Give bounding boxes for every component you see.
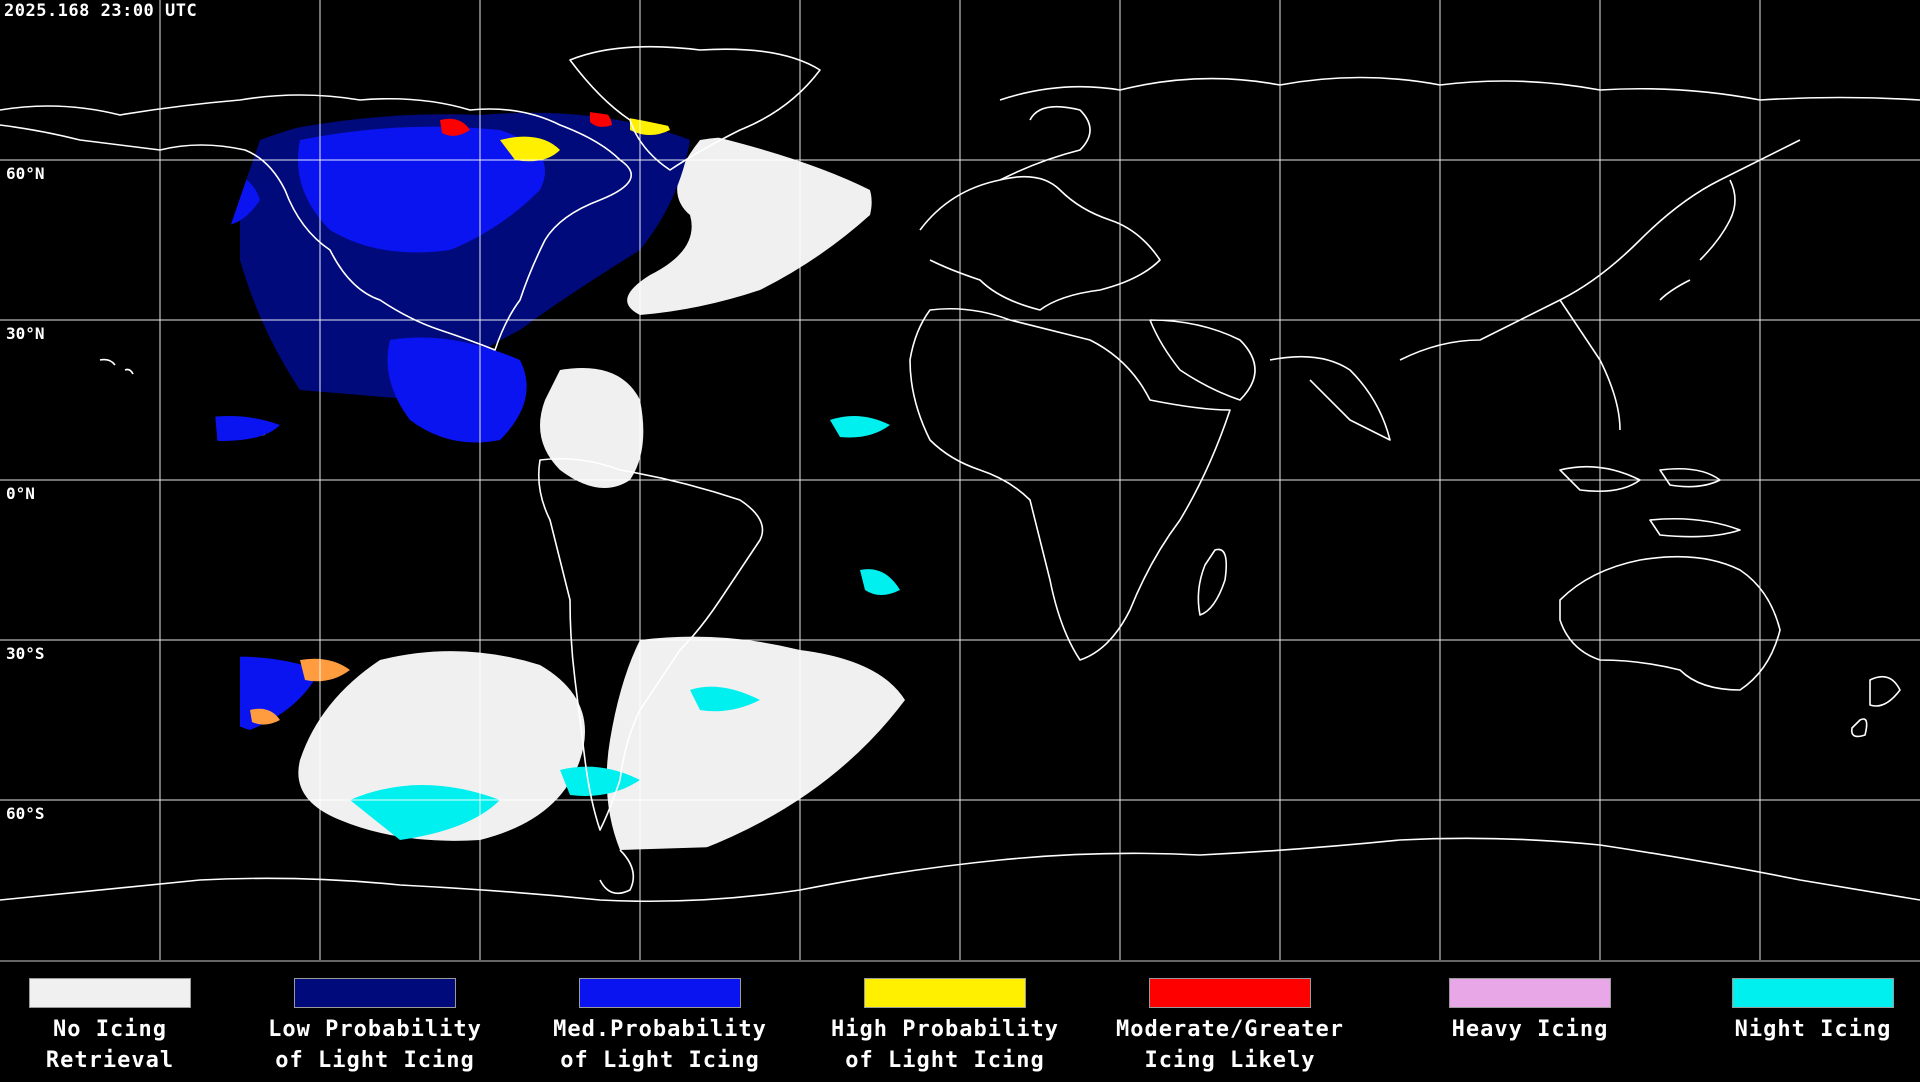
legend-label: Moderate/Greater Icing Likely [1116,1017,1344,1073]
lat-label-60s: 60°S [6,804,45,823]
legend-swatch [29,978,191,1008]
legend-item-med-probability: Med.Probability of Light Icing [530,978,790,1076]
coastline-greenland [569,45,821,171]
legend-label: Low Probability of Light Icing [268,1017,482,1073]
legend-item-moderate: Moderate/Greater Icing Likely [1100,978,1360,1076]
coastline-australia [1559,555,1781,691]
graticule [0,0,1920,960]
legend: No Icing Retrieval Low Probability of Li… [0,960,1920,1082]
coastline-new-zealand [1850,675,1901,738]
legend-label: No Icing Retrieval [45,1017,175,1073]
coastline-arabia-india [1149,319,1391,441]
legend-item-low-probability: Low Probability of Light Icing [245,978,505,1076]
coastline-south-america [537,457,764,831]
legend-swatch [864,978,1026,1008]
legend-swatch [579,978,741,1008]
coastline-japan [1659,179,1736,301]
coastline-north-america [0,94,632,351]
cloud-field-tropics [540,368,644,488]
coastline-antarctic-peninsula [599,849,635,895]
timestamp: 2025.168 23:00 UTC [4,1,198,21]
legend-label: Heavy Icing [1451,1017,1609,1042]
cloud-field-north-atlantic [627,136,872,315]
lat-label-60n: 60°N [6,164,45,183]
icing-north-america-med [215,126,545,253]
lat-label-0n: 0°N [6,484,35,503]
lat-label-30s: 30°S [6,644,45,663]
night-icing-south [350,686,760,840]
legend-swatch [294,978,456,1008]
icing-south-pacific-orange [250,658,350,725]
legend-swatch [1732,978,1894,1008]
legend-swatch [1449,978,1611,1008]
coastline-africa [909,307,1231,661]
icing-central-america [205,337,527,443]
coastline-hawaii [99,358,134,375]
coastline-madagascar [1197,548,1228,616]
legend-item-heavy-icing: Heavy Icing [1400,978,1660,1045]
legend-label: High Probability of Light Icing [831,1017,1059,1073]
legend-swatch [1149,978,1311,1008]
legend-label: Med.Probability of Light Icing [553,1017,767,1073]
coastline-antarctica [0,837,1920,903]
lat-label-30n: 30°N [6,324,45,343]
legend-item-high-probability: High Probability of Light Icing [815,978,1075,1076]
icing-map [0,0,1920,960]
legend-item-no-icing: No Icing Retrieval [0,978,240,1076]
legend-item-night-icing: Night Icing [1683,978,1920,1045]
coastline-europe [919,105,1161,311]
legend-label: Night Icing [1734,1017,1892,1042]
